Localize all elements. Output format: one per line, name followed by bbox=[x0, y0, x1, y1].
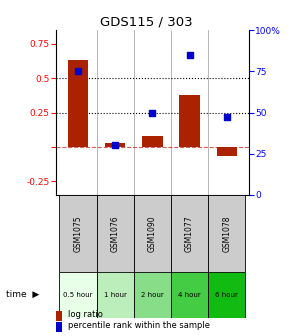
Bar bbox=[208, 195, 245, 272]
Bar bbox=[171, 272, 208, 318]
Bar bbox=[68, 60, 88, 147]
Point bbox=[187, 52, 192, 58]
Bar bbox=[171, 195, 208, 272]
Bar bbox=[217, 147, 237, 157]
Bar bbox=[97, 272, 134, 318]
Point bbox=[150, 110, 155, 115]
Bar bbox=[59, 272, 97, 318]
Text: GSM1077: GSM1077 bbox=[185, 215, 194, 252]
Text: GSM1076: GSM1076 bbox=[111, 215, 120, 252]
Text: 6 hour: 6 hour bbox=[215, 292, 238, 298]
Text: 1 hour: 1 hour bbox=[104, 292, 127, 298]
Bar bbox=[134, 272, 171, 318]
Text: time  ▶: time ▶ bbox=[6, 290, 39, 299]
Text: GSM1075: GSM1075 bbox=[74, 215, 83, 252]
Text: 2 hour: 2 hour bbox=[141, 292, 164, 298]
Bar bbox=[59, 195, 97, 272]
Point bbox=[76, 69, 80, 74]
Point bbox=[113, 143, 117, 148]
Text: percentile rank within the sample: percentile rank within the sample bbox=[68, 321, 210, 330]
Text: GDS115 / 303: GDS115 / 303 bbox=[100, 15, 193, 28]
Point bbox=[224, 115, 229, 120]
Text: GSM1078: GSM1078 bbox=[222, 215, 231, 252]
Bar bbox=[179, 95, 200, 147]
Text: 4 hour: 4 hour bbox=[178, 292, 201, 298]
Text: GSM1090: GSM1090 bbox=[148, 215, 157, 252]
Bar bbox=[105, 143, 125, 147]
Bar bbox=[208, 272, 245, 318]
Text: 0.5 hour: 0.5 hour bbox=[63, 292, 93, 298]
Bar bbox=[134, 195, 171, 272]
Bar bbox=[142, 136, 163, 147]
Bar bbox=[97, 195, 134, 272]
Text: log ratio: log ratio bbox=[68, 310, 103, 319]
